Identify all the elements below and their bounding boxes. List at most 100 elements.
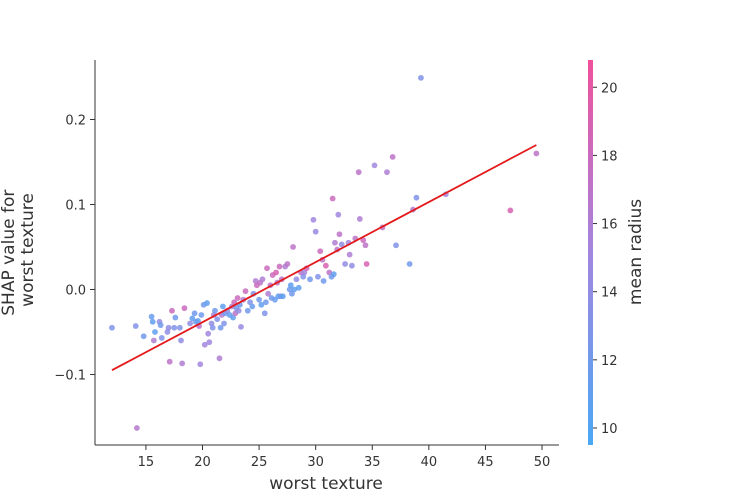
data-point xyxy=(295,284,302,291)
data-point xyxy=(140,333,147,340)
data-point xyxy=(291,286,298,293)
data-point xyxy=(262,299,269,306)
data-point xyxy=(273,269,279,276)
data-point xyxy=(355,169,362,176)
data-point xyxy=(289,290,295,297)
colorbar-tick-label: 14 xyxy=(601,286,618,301)
data-point xyxy=(406,261,413,267)
data-point xyxy=(216,355,223,362)
data-point xyxy=(247,299,253,306)
data-point xyxy=(335,211,342,218)
colorbar-gradient xyxy=(588,60,593,445)
colorbar-tick-label: 18 xyxy=(601,149,618,164)
y-axis-label-line-2: worst texture xyxy=(18,193,38,307)
data-point xyxy=(195,318,201,324)
data-point xyxy=(320,278,327,284)
data-point xyxy=(204,300,210,306)
data-point xyxy=(178,337,184,344)
data-point xyxy=(356,216,363,222)
data-point xyxy=(169,307,175,314)
data-point xyxy=(238,323,244,330)
data-point xyxy=(389,153,396,160)
data-point xyxy=(326,269,333,276)
data-point xyxy=(166,358,173,365)
data-point xyxy=(171,324,178,331)
x-tick-label: 25 xyxy=(251,455,268,470)
data-point xyxy=(206,339,213,346)
data-point xyxy=(287,282,294,289)
y-tick-label: 0.0 xyxy=(65,283,86,298)
data-point xyxy=(158,335,165,341)
data-point xyxy=(212,307,218,314)
data-point xyxy=(150,337,157,344)
data-point xyxy=(290,244,296,250)
scatter-points xyxy=(109,74,540,431)
data-point xyxy=(507,207,514,214)
data-point xyxy=(413,194,420,201)
data-point xyxy=(249,303,256,310)
data-point xyxy=(301,269,308,276)
data-point xyxy=(346,251,353,258)
data-point xyxy=(209,324,216,331)
trend-line xyxy=(111,144,537,372)
y-tick-label: 0.1 xyxy=(65,198,86,213)
colorbar-label: mean radius xyxy=(626,199,646,305)
data-point xyxy=(384,169,390,176)
data-point xyxy=(235,307,242,314)
data-point xyxy=(279,293,286,300)
colorbar-tick-label: 12 xyxy=(601,354,618,369)
x-tick-label: 15 xyxy=(138,455,155,470)
data-point xyxy=(244,307,251,314)
data-point xyxy=(338,241,345,248)
data-point xyxy=(191,310,198,317)
data-point xyxy=(312,228,319,235)
data-point xyxy=(418,74,424,81)
data-point xyxy=(133,425,140,431)
data-point xyxy=(307,276,313,283)
data-point xyxy=(336,231,343,238)
data-point xyxy=(214,316,221,323)
x-tick-label: 35 xyxy=(364,455,381,470)
colorbar-tick-label: 16 xyxy=(601,218,618,233)
data-point xyxy=(198,312,205,318)
data-point xyxy=(259,276,266,283)
data-point xyxy=(109,324,115,331)
data-point xyxy=(149,318,156,325)
data-point xyxy=(242,288,249,295)
y-tick-label: 0.2 xyxy=(65,113,86,128)
y-axis-label: SHAP value for worst texture xyxy=(0,184,38,315)
x-tick-label: 40 xyxy=(421,455,438,470)
x-axis-label: worst texture xyxy=(269,474,383,494)
data-point xyxy=(284,261,291,267)
data-point xyxy=(152,329,158,335)
y-axis-label-line-1: SHAP value for xyxy=(0,190,19,316)
data-point xyxy=(179,360,186,367)
colorbar-tick-label: 20 xyxy=(601,81,618,96)
data-point xyxy=(533,150,540,157)
data-point xyxy=(197,361,204,368)
data-point xyxy=(165,324,172,331)
data-point xyxy=(132,323,139,329)
trend-line-group xyxy=(111,144,537,372)
data-point xyxy=(265,290,272,297)
data-point xyxy=(332,239,338,246)
data-point xyxy=(342,261,349,267)
data-point xyxy=(393,242,399,249)
colorbar: 10 12 14 16 18 20 xyxy=(588,60,618,445)
data-point xyxy=(293,276,300,283)
data-point xyxy=(264,265,270,272)
data-point xyxy=(157,322,164,329)
data-point xyxy=(360,237,367,244)
data-point xyxy=(322,262,329,269)
data-point xyxy=(176,324,183,331)
data-point xyxy=(219,303,226,310)
data-point xyxy=(187,320,193,327)
y-tick-label: −0.1 xyxy=(54,368,86,383)
x-tick-label: 30 xyxy=(307,455,324,470)
data-point xyxy=(258,301,265,308)
data-point xyxy=(330,271,337,278)
x-tick-label: 50 xyxy=(534,455,551,470)
colorbar-tick-label: 10 xyxy=(601,422,618,437)
